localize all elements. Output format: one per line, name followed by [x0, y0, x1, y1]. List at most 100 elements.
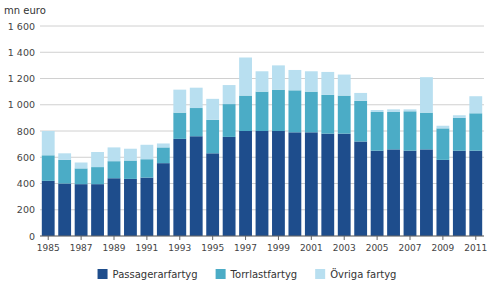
bar-segment [272, 90, 285, 131]
legend-item: Torrlastfartyg [216, 269, 298, 280]
bar-segment [453, 115, 466, 118]
x-tick-label: 1993 [168, 243, 191, 253]
bar-segment [223, 104, 236, 137]
bar-segment [404, 151, 417, 236]
bar-segment [305, 92, 318, 133]
bar-segment [321, 95, 334, 134]
bar-segment [288, 132, 301, 236]
x-tick [212, 236, 213, 240]
bar-segment [354, 142, 367, 237]
bar-segment [469, 96, 482, 113]
bar-segment [404, 111, 417, 150]
bar-segment [436, 128, 449, 160]
bar-segment [206, 120, 219, 153]
bar-segment [108, 178, 121, 236]
x-tick-label: 2011 [464, 243, 487, 253]
bar-segment [321, 134, 334, 236]
y-tick-label: 800 [17, 126, 35, 137]
bar-segment [436, 160, 449, 236]
series [42, 90, 482, 185]
x-tick [114, 236, 115, 240]
grid-line [40, 236, 484, 237]
bar-segment [91, 167, 104, 184]
bar-segment [371, 151, 384, 236]
bar-segment [469, 151, 482, 236]
bar-segment [190, 108, 203, 136]
legend-label: Övriga fartyg [330, 268, 396, 280]
bar-segment [58, 153, 71, 160]
x-tick [410, 236, 411, 240]
x-tick-label: 1997 [234, 243, 257, 253]
bar-segment [91, 184, 104, 236]
grid [40, 26, 484, 236]
bar-segment [420, 113, 433, 150]
y-tick-label: 200 [17, 204, 35, 215]
bar-segment [140, 159, 153, 177]
x-tick [442, 236, 443, 240]
bar-segment [420, 149, 433, 236]
bar-segment [190, 136, 203, 236]
bar-segment [223, 85, 236, 104]
legend-item: Övriga fartyg [315, 268, 396, 280]
bar-segment [223, 137, 236, 236]
bar-segment [420, 77, 433, 112]
bar-segment [338, 134, 351, 236]
bar-segment [436, 126, 449, 129]
bar-segment [75, 184, 88, 236]
legend: PassagerarfartygTorrlastfartygÖvriga far… [98, 268, 397, 280]
bar-segment [288, 90, 301, 132]
bar-segment [371, 112, 384, 151]
bar-segment [338, 75, 351, 96]
x-tick [311, 236, 312, 240]
bar-segment [124, 161, 137, 179]
bar-segment [206, 99, 219, 120]
bar-segment [354, 93, 367, 101]
bar-segment [354, 101, 367, 142]
x-tick [81, 236, 82, 240]
bar-segment [157, 147, 170, 163]
legend-swatch [98, 269, 108, 279]
y-axis-label: mn euro [4, 5, 46, 16]
bar-segment [173, 113, 186, 139]
bar-segment [272, 65, 285, 89]
x-tick-label: 2003 [333, 243, 356, 253]
y-tick-label: 400 [17, 178, 35, 189]
y-tick-label: 1 200 [8, 73, 35, 84]
bar-segment [469, 113, 482, 150]
x-tick [245, 236, 246, 240]
bar-segment [256, 71, 269, 91]
bar-segment [387, 112, 400, 149]
bar-segment [453, 151, 466, 236]
bar-segment [58, 184, 71, 237]
x-tick-label: 1995 [201, 243, 224, 253]
bar-segment [321, 72, 334, 95]
x-tick [146, 236, 147, 240]
legend-swatch [216, 269, 226, 279]
bar-segment [173, 90, 186, 113]
y-tick-label: 0 [29, 231, 35, 242]
bar-segment [239, 131, 252, 236]
bar-segment [453, 118, 466, 151]
y-tick-label: 1 000 [8, 99, 35, 110]
bar-segment [239, 96, 252, 131]
x-tick [377, 236, 378, 240]
bar-segment [305, 132, 318, 236]
bar-segment [190, 88, 203, 108]
bar-segment [157, 163, 170, 236]
bar-segment [140, 178, 153, 236]
x-tick-label: 2001 [300, 243, 323, 253]
bar-segment [206, 153, 219, 236]
grid-line [40, 26, 484, 27]
x-tick-label: 1985 [37, 243, 60, 253]
x-tick-label: 1987 [70, 243, 93, 253]
bar-segment [256, 92, 269, 131]
bar-segment [404, 109, 417, 111]
x-tick-label: 1999 [267, 243, 290, 253]
bar-segment [75, 168, 88, 184]
bar-segment [124, 179, 137, 236]
bar-segment [387, 149, 400, 236]
bar-segment [124, 149, 137, 161]
bar-segment [371, 110, 384, 112]
bar-segment [140, 145, 153, 159]
y-tick-label: 1 400 [8, 47, 35, 58]
